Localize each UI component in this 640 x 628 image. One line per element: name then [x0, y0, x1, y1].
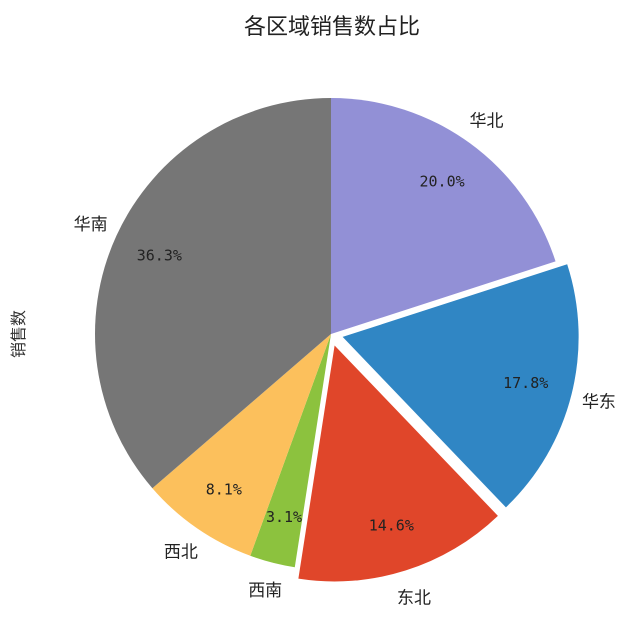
slice-percent-label: 36.3% [137, 246, 182, 264]
pie-slice [298, 345, 498, 582]
pie-slice [250, 334, 331, 568]
pie-slice [342, 264, 579, 508]
slice-percent-label: 3.1% [266, 508, 302, 526]
slice-category-label: 东北 [397, 589, 431, 609]
slice-category-label: 华东 [582, 393, 616, 413]
slice-percent-label: 20.0% [419, 172, 464, 190]
slice-category-label: 西北 [164, 543, 198, 563]
slice-category-label: 华南 [74, 215, 108, 235]
pie-slices [95, 98, 579, 582]
pie-slice [95, 98, 331, 489]
chart-title: 各区域销售数占比 [244, 15, 420, 40]
y-axis-label: 销售数 [9, 310, 28, 358]
pie-slice [331, 98, 556, 334]
pie-labels: 20.0% 华北 17.8% 华东 14.6% 东北 3.1% 西南 8.1% 西北 36.3% 华南 [74, 111, 616, 608]
slice-category-label: 华北 [469, 111, 503, 131]
slice-percent-label: 14.6% [369, 517, 414, 535]
slice-category-label: 西南 [248, 581, 282, 601]
pie-slice [152, 334, 331, 556]
slice-percent-label: 17.8% [503, 374, 548, 392]
slice-percent-label: 8.1% [206, 480, 242, 498]
